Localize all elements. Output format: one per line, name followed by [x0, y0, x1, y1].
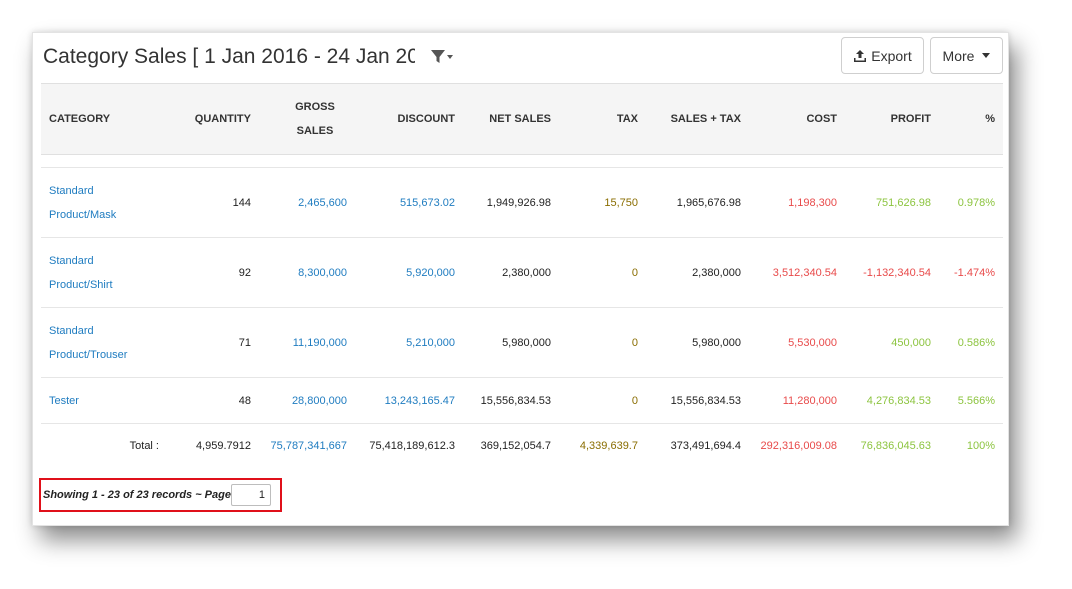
percent-cell: 0.586%	[957, 337, 995, 349]
quantity-cell: 71	[238, 337, 251, 349]
gross-sales-link[interactable]: 11,190,000	[292, 337, 347, 349]
discount-link[interactable]: 5,210,000	[406, 337, 455, 349]
tax-cell: 0	[631, 267, 638, 279]
discount-link[interactable]: 5,920,000	[406, 267, 455, 279]
more-label: More	[942, 47, 975, 64]
totals-row: Total : 4,959.7912 75,787,341,667 75,418…	[41, 423, 1003, 468]
profit-cell: 450,000	[891, 337, 931, 349]
profit-cell: 4,276,834.53	[866, 395, 931, 407]
sales-tax-cell: 2,380,000	[692, 267, 741, 279]
pagination-info: Showing 1 - 23 of 23 records ~ Page	[39, 478, 282, 512]
column-header-tax[interactable]: TAX	[616, 113, 638, 125]
export-label: Export	[871, 47, 912, 64]
total-sales-tax: 373,491,694.4	[670, 440, 741, 452]
discount-link[interactable]: 515,673.02	[399, 197, 455, 209]
upload-icon	[854, 49, 867, 62]
net-sales-cell: 5,980,000	[502, 337, 551, 349]
discount-link[interactable]: 13,243,165.47	[384, 395, 455, 407]
quantity-cell: 92	[238, 267, 251, 279]
column-header-discount[interactable]: DISCOUNT	[397, 113, 455, 125]
gross-label-line1: GROSS	[295, 101, 335, 113]
net-sales-cell: 2,380,000	[502, 267, 551, 279]
quantity-cell: 144	[232, 197, 251, 209]
profit-cell: -1,132,340.54	[863, 267, 931, 279]
tax-cell: 0	[631, 337, 638, 349]
table-row: Standard Product/Mask 144 2,465,600 515,6…	[41, 167, 1003, 238]
total-quantity: 4,959.7912	[195, 440, 251, 452]
cost-cell: 11,280,000	[782, 395, 837, 407]
tax-cell: 15,750	[604, 197, 638, 209]
cost-cell: 3,512,340.54	[772, 267, 837, 279]
category-link: Standard Product/Trouser	[49, 325, 128, 361]
cost-cell: 1,198,300	[788, 197, 837, 209]
table-row: Standard Product/Trouser 71 11,190,000 5,…	[41, 307, 1003, 378]
caret-down-icon	[982, 53, 991, 58]
page-title: Category Sales [ 1 Jan 2016 - 24 Jan 201…	[43, 45, 415, 68]
profit-cell: 751,626.98	[875, 197, 931, 209]
total-gross-sales-link[interactable]: 75,787,341,667	[270, 440, 347, 452]
total-label: Total :	[129, 440, 159, 452]
percent-cell: -1.474%	[954, 267, 995, 279]
quantity-cell: 48	[238, 395, 251, 407]
column-header-quantity[interactable]: QUANTITY	[194, 113, 251, 125]
gross-sales-link[interactable]: 28,800,000	[291, 395, 347, 407]
net-sales-cell: 15,556,834.53	[480, 395, 551, 407]
category-cell[interactable]: Standard Product/Trouser	[49, 308, 169, 378]
column-header-profit[interactable]: PROFIT	[890, 113, 931, 125]
gross-sales-link[interactable]: 8,300,000	[298, 267, 347, 279]
category-cell[interactable]: Standard Product/Mask	[49, 168, 169, 238]
category-link: Standard Product/Shirt	[49, 255, 113, 291]
page-number-input[interactable]	[231, 484, 271, 506]
total-profit: 76,836,045.63	[860, 440, 931, 452]
category-link: Standard Product/Mask	[49, 185, 117, 221]
category-cell[interactable]: Tester	[49, 378, 169, 424]
column-header-sales-tax[interactable]: SALES + TAX	[670, 113, 741, 125]
category-link: Tester	[49, 395, 79, 407]
column-header-percent[interactable]: %	[985, 113, 995, 125]
column-header-category[interactable]: CATEGORY	[49, 113, 111, 125]
net-sales-cell: 1,949,926.98	[486, 197, 551, 209]
table-header: CATEGORY QUANTITY GROSS SALES DISCOUNT NE…	[41, 83, 1003, 155]
sales-tax-cell: 15,556,834.53	[670, 395, 741, 407]
sales-tax-cell: 5,980,000	[692, 337, 741, 349]
gross-label-line2: SALES	[296, 125, 334, 137]
filter-icon[interactable]	[430, 49, 454, 65]
tax-cell: 0	[631, 395, 638, 407]
sales-tax-cell: 1,965,676.98	[676, 197, 741, 209]
total-discount: 75,418,189,612.3	[369, 440, 455, 452]
export-button[interactable]: Export	[841, 37, 924, 74]
total-tax: 4,339,639.7	[579, 440, 638, 452]
more-dropdown-button[interactable]: More	[930, 37, 1003, 74]
total-percent: 100%	[966, 440, 995, 452]
category-sales-panel: Category Sales [ 1 Jan 2016 - 24 Jan 201…	[32, 32, 1009, 526]
column-header-cost[interactable]: COST	[806, 113, 837, 125]
category-cell[interactable]: Standard Product/Shirt	[49, 238, 169, 308]
gross-sales-link[interactable]: 2,465,600	[298, 197, 347, 209]
table-row: Tester 48 28,800,000 13,243,165.47 15,55…	[41, 377, 1003, 424]
total-net-sales: 369,152,054.7	[480, 440, 551, 452]
percent-cell: 5.566%	[957, 395, 995, 407]
cost-cell: 5,530,000	[788, 337, 837, 349]
pagination-text: Showing 1 - 23 of 23 records ~ Page	[43, 489, 231, 501]
total-cost: 292,316,009.08	[760, 440, 837, 452]
table-row: Standard Product/Shirt 92 8,300,000 5,920…	[41, 237, 1003, 308]
column-header-gross-sales[interactable]: GROSS SALES	[275, 84, 355, 154]
column-header-net-sales[interactable]: NET SALES	[489, 113, 551, 125]
percent-cell: 0.978%	[957, 197, 995, 209]
